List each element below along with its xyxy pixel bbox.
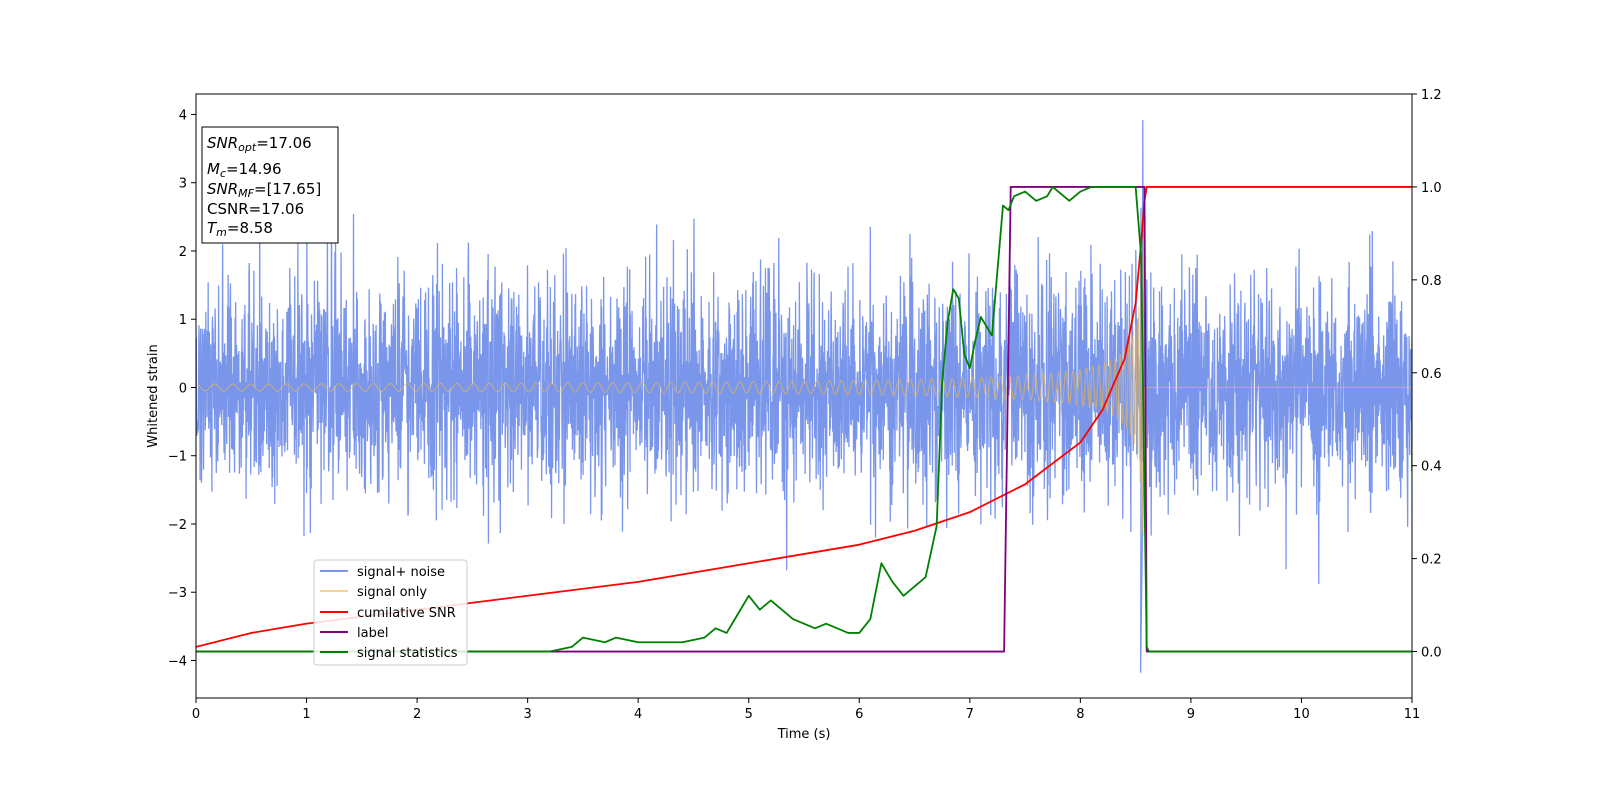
x-tick-label: 10 bbox=[1293, 707, 1310, 722]
legend-label-signal-statistics: signal statistics bbox=[357, 646, 458, 661]
y-right-tick-label: 0.4 bbox=[1421, 460, 1442, 475]
y-right-tick-label: 0.6 bbox=[1421, 367, 1442, 382]
plot-frame bbox=[195, 93, 1413, 699]
legend-label-label: label bbox=[357, 626, 388, 641]
series-signal-noise-line bbox=[196, 166, 1412, 585]
x-tick-label: 6 bbox=[855, 707, 863, 722]
legend: signal+ noise signal only cumilative SNR… bbox=[313, 559, 468, 666]
x-tick-label: 4 bbox=[634, 707, 642, 722]
x-tick-label: 9 bbox=[1187, 707, 1195, 722]
legend-frame bbox=[313, 559, 468, 666]
y-left-tick-label: 3 bbox=[179, 177, 187, 192]
legend-label-signal-only: signal only bbox=[357, 585, 427, 600]
y-left-tick-label: −1 bbox=[168, 450, 187, 465]
y-right-tick-label: 0.8 bbox=[1421, 274, 1442, 289]
legend-label-signal-noise: signal+ noise bbox=[357, 565, 445, 580]
x-tick-label: 7 bbox=[966, 707, 974, 722]
y-left-tick-label: 0 bbox=[179, 381, 187, 396]
ticks-layer: 0 1 2 3 4 5 6 7 8 9 10 11 −4 −3 −2 −1 0 1 2 3 4 0.0 0.2 0.4 0.6 0… bbox=[168, 88, 1442, 722]
info-mc: Mc=14.96 bbox=[207, 160, 282, 180]
series-signal-only bbox=[196, 237, 1412, 537]
info-snr-opt: SNRopt=17.06 bbox=[207, 134, 312, 154]
y-axis-label: Whitened strain bbox=[146, 344, 161, 447]
y-left-tick-label: 2 bbox=[179, 245, 187, 260]
x-tick-label: 2 bbox=[413, 707, 421, 722]
y-left-tick-label: 4 bbox=[179, 108, 187, 123]
x-tick-label: 1 bbox=[302, 707, 310, 722]
info-tm: Tm=8.58 bbox=[207, 219, 273, 239]
info-snr-mf: SNRMF=[17.65] bbox=[207, 180, 321, 200]
x-axis-label: Time (s) bbox=[777, 727, 831, 742]
y-left-tick-label: 1 bbox=[179, 313, 187, 328]
x-tick-label: 0 bbox=[192, 707, 200, 722]
series-signal-statistics bbox=[196, 186, 1412, 653]
y-left-tick-label: −4 bbox=[168, 654, 187, 669]
x-tick-label: 3 bbox=[523, 707, 531, 722]
y-right-tick-label: 1.0 bbox=[1421, 181, 1442, 196]
y-right-tick-label: 0.2 bbox=[1421, 553, 1442, 568]
x-tick-label: 8 bbox=[1076, 707, 1084, 722]
info-box-frame bbox=[201, 126, 339, 244]
y-left-tick-label: −2 bbox=[168, 518, 187, 533]
y-left-tick-label: −3 bbox=[168, 586, 187, 601]
info-csnr: CSNR=17.06 bbox=[207, 200, 304, 218]
info-box: SNRopt=17.06 Mc=14.96 SNRMF=[17.65] CSNR… bbox=[201, 126, 339, 244]
y-right-tick-label: 0.0 bbox=[1421, 646, 1442, 661]
legend-label-cumulative-snr: cumilative SNR bbox=[357, 606, 456, 621]
y-right-tick-label: 1.2 bbox=[1421, 88, 1442, 103]
x-tick-label: 11 bbox=[1404, 707, 1421, 722]
x-tick-label: 5 bbox=[745, 707, 753, 722]
